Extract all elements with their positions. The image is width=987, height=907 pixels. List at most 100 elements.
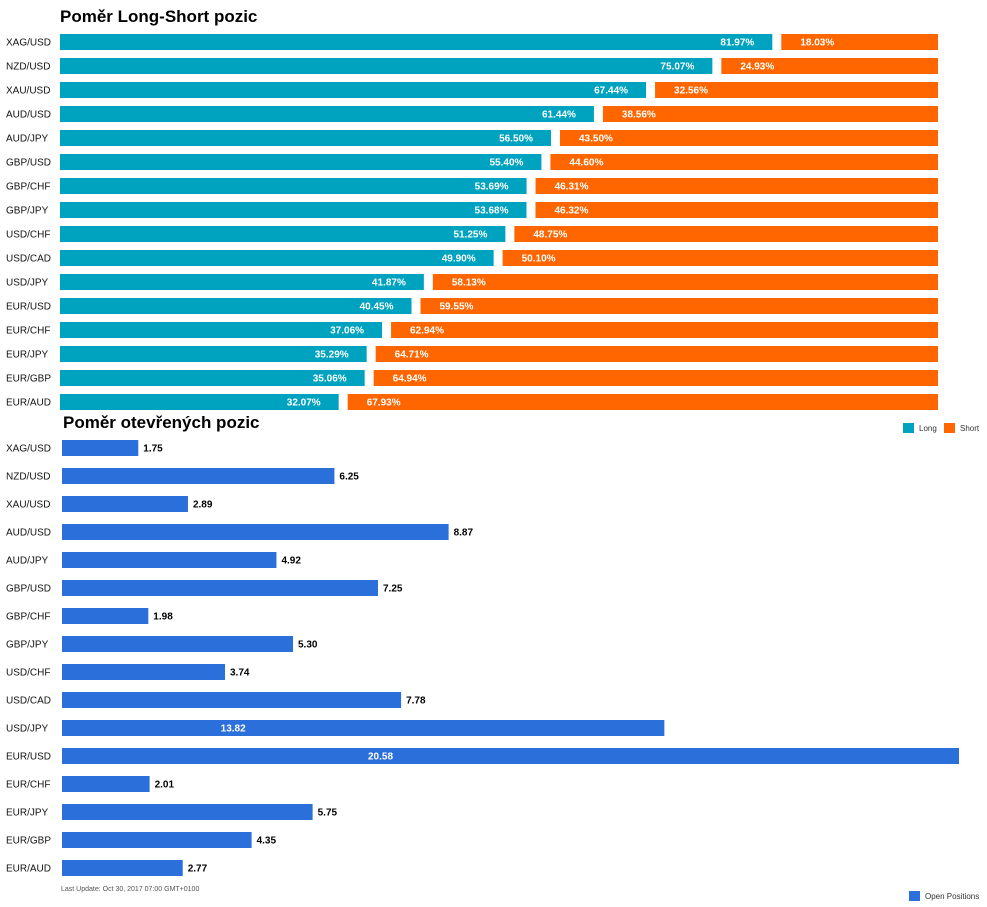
open-positions-bar-eur-gbp <box>62 832 252 848</box>
long-bar-eur-gbp <box>60 370 365 386</box>
long-value-label-usd-jpy: 41.87% <box>372 278 406 289</box>
long-value-label-eur-usd: 40.45% <box>360 302 394 313</box>
op-category-label-aud-usd: AUD/USD <box>6 528 51 539</box>
short-value-label-eur-aud: 67.93% <box>367 398 401 409</box>
legend-open-positions-swatch <box>909 891 920 901</box>
open-positions-bar-usd-chf <box>62 664 226 680</box>
short-bar-eur-chf <box>391 322 938 338</box>
short-value-label-gbp-usd: 44.60% <box>569 158 603 169</box>
short-bar-nzd-usd <box>721 58 938 74</box>
long-bar-usd-jpy <box>60 274 424 290</box>
long-value-label-eur-chf: 37.06% <box>330 326 364 337</box>
short-bar-gbp-jpy <box>535 202 938 218</box>
op-category-label-aud-jpy: AUD/JPY <box>6 556 49 567</box>
long-bar-usd-chf <box>60 226 506 242</box>
short-bar-aud-usd <box>602 106 938 122</box>
short-value-label-gbp-chf: 46.31% <box>555 182 589 193</box>
long-value-label-xau-usd: 67.44% <box>594 86 628 97</box>
open-positions-bar-eur-usd <box>62 748 959 764</box>
long-value-label-aud-jpy: 56.50% <box>499 134 533 145</box>
open-positions-value-gbp-jpy: 5.30 <box>298 640 318 651</box>
ls-category-label-gbp-usd: GBP/USD <box>6 158 51 169</box>
short-bar-eur-aud <box>347 394 938 410</box>
long-bar-usd-cad <box>60 250 494 266</box>
ls-category-label-eur-gbp: EUR/GBP <box>6 374 51 385</box>
op-category-label-eur-aud: EUR/AUD <box>6 864 51 875</box>
open-positions-bar-aud-usd <box>62 524 449 540</box>
op-category-label-gbp-chf: GBP/CHF <box>6 612 50 623</box>
open-positions-value-usd-chf: 3.74 <box>230 668 250 679</box>
long-bar-eur-usd <box>60 298 412 314</box>
short-value-label-eur-jpy: 64.71% <box>395 350 429 361</box>
open-positions-value-eur-aud: 2.77 <box>188 864 208 875</box>
op-category-label-usd-chf: USD/CHF <box>6 668 50 679</box>
op-category-label-eur-jpy: EUR/JPY <box>6 808 49 819</box>
open-positions-value-xau-usd: 2.89 <box>193 500 213 511</box>
open-positions-bar-xag-usd <box>62 440 139 456</box>
long-bar-gbp-jpy <box>60 202 527 218</box>
short-bar-aud-jpy <box>559 130 938 146</box>
long-value-label-gbp-usd: 55.40% <box>490 158 524 169</box>
ls-category-label-usd-chf: USD/CHF <box>6 230 50 241</box>
open-positions-bar-eur-aud <box>62 860 183 876</box>
short-bar-xag-usd <box>781 34 938 50</box>
ls-category-label-eur-usd: EUR/USD <box>6 302 51 313</box>
short-value-label-gbp-jpy: 46.32% <box>554 206 588 217</box>
ls-category-label-xag-usd: XAG/USD <box>6 38 51 49</box>
open-positions-value-eur-usd: 20.58 <box>368 752 393 763</box>
long-value-label-aud-usd: 61.44% <box>542 110 576 121</box>
short-bar-usd-chf <box>514 226 938 242</box>
ls-category-label-gbp-chf: GBP/CHF <box>6 182 50 193</box>
short-value-label-xag-usd: 18.03% <box>800 38 834 49</box>
open-positions-value-xag-usd: 1.75 <box>143 444 163 455</box>
op-category-label-usd-jpy: USD/JPY <box>6 724 49 735</box>
short-bar-eur-gbp <box>373 370 938 386</box>
open-positions-chart-title: Poměr otevřených pozic <box>63 413 260 432</box>
short-value-label-eur-gbp: 64.94% <box>393 374 427 385</box>
ls-category-label-usd-cad: USD/CAD <box>6 254 51 265</box>
ls-category-label-aud-jpy: AUD/JPY <box>6 134 49 145</box>
long-value-label-gbp-chf: 53.69% <box>475 182 509 193</box>
long-short-chart-title: Poměr Long-Short pozic <box>60 7 258 26</box>
open-positions-value-eur-jpy: 5.75 <box>318 808 338 819</box>
short-value-label-usd-chf: 48.75% <box>533 230 567 241</box>
open-positions-value-eur-gbp: 4.35 <box>257 836 277 847</box>
open-positions-value-aud-jpy: 4.92 <box>281 556 301 567</box>
long-value-label-eur-aud: 32.07% <box>287 398 321 409</box>
long-bar-gbp-chf <box>60 178 527 194</box>
op-category-label-eur-usd: EUR/USD <box>6 752 51 763</box>
open-positions-bar-aud-jpy <box>62 552 277 568</box>
ls-category-label-eur-jpy: EUR/JPY <box>6 350 49 361</box>
ls-category-label-xau-usd: XAU/USD <box>6 86 50 97</box>
open-positions-bar-usd-cad <box>62 692 402 708</box>
short-value-label-usd-cad: 50.10% <box>522 254 556 265</box>
legend-short-label: Short <box>960 424 980 433</box>
open-positions-bar-xau-usd <box>62 496 188 512</box>
ls-category-label-aud-usd: AUD/USD <box>6 110 51 121</box>
short-bar-eur-usd <box>420 298 938 314</box>
short-value-label-xau-usd: 32.56% <box>674 86 708 97</box>
short-value-label-eur-usd: 59.55% <box>440 302 474 313</box>
ls-category-label-nzd-usd: NZD/USD <box>6 62 50 73</box>
open-positions-value-usd-cad: 7.78 <box>406 696 426 707</box>
short-value-label-eur-chf: 62.94% <box>410 326 444 337</box>
long-value-label-nzd-usd: 75.07% <box>660 62 694 73</box>
long-value-label-usd-chf: 51.25% <box>453 230 487 241</box>
short-bar-xau-usd <box>655 82 938 98</box>
long-bar-aud-jpy <box>60 130 551 146</box>
open-positions-value-gbp-chf: 1.98 <box>153 612 173 623</box>
long-value-label-eur-gbp: 35.06% <box>313 374 347 385</box>
op-category-label-eur-chf: EUR/CHF <box>6 780 50 791</box>
legend-short-swatch <box>944 423 955 433</box>
short-bar-gbp-usd <box>550 154 938 170</box>
long-bar-eur-jpy <box>60 346 367 362</box>
op-category-label-gbp-usd: GBP/USD <box>6 584 51 595</box>
legend-open-positions-label: Open Positions <box>925 892 979 901</box>
short-value-label-aud-jpy: 43.50% <box>579 134 613 145</box>
long-bar-xag-usd <box>60 34 773 50</box>
open-positions-bar-eur-jpy <box>62 804 313 820</box>
long-bar-nzd-usd <box>60 58 713 74</box>
short-bar-gbp-chf <box>535 178 938 194</box>
